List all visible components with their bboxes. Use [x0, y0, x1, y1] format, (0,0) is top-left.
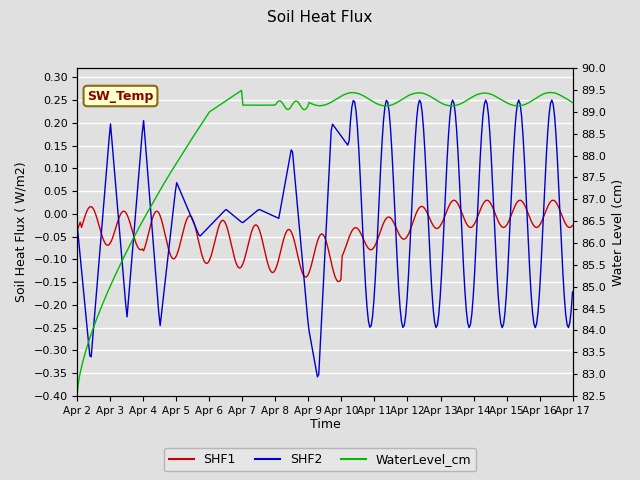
Y-axis label: Soil Heat Flux ( W/m2): Soil Heat Flux ( W/m2): [15, 162, 28, 302]
Text: Soil Heat Flux: Soil Heat Flux: [268, 10, 372, 24]
Text: SW_Temp: SW_Temp: [87, 89, 154, 103]
Y-axis label: Water Level (cm): Water Level (cm): [612, 179, 625, 286]
Legend: SHF1, SHF2, WaterLevel_cm: SHF1, SHF2, WaterLevel_cm: [164, 448, 476, 471]
X-axis label: Time: Time: [310, 419, 340, 432]
